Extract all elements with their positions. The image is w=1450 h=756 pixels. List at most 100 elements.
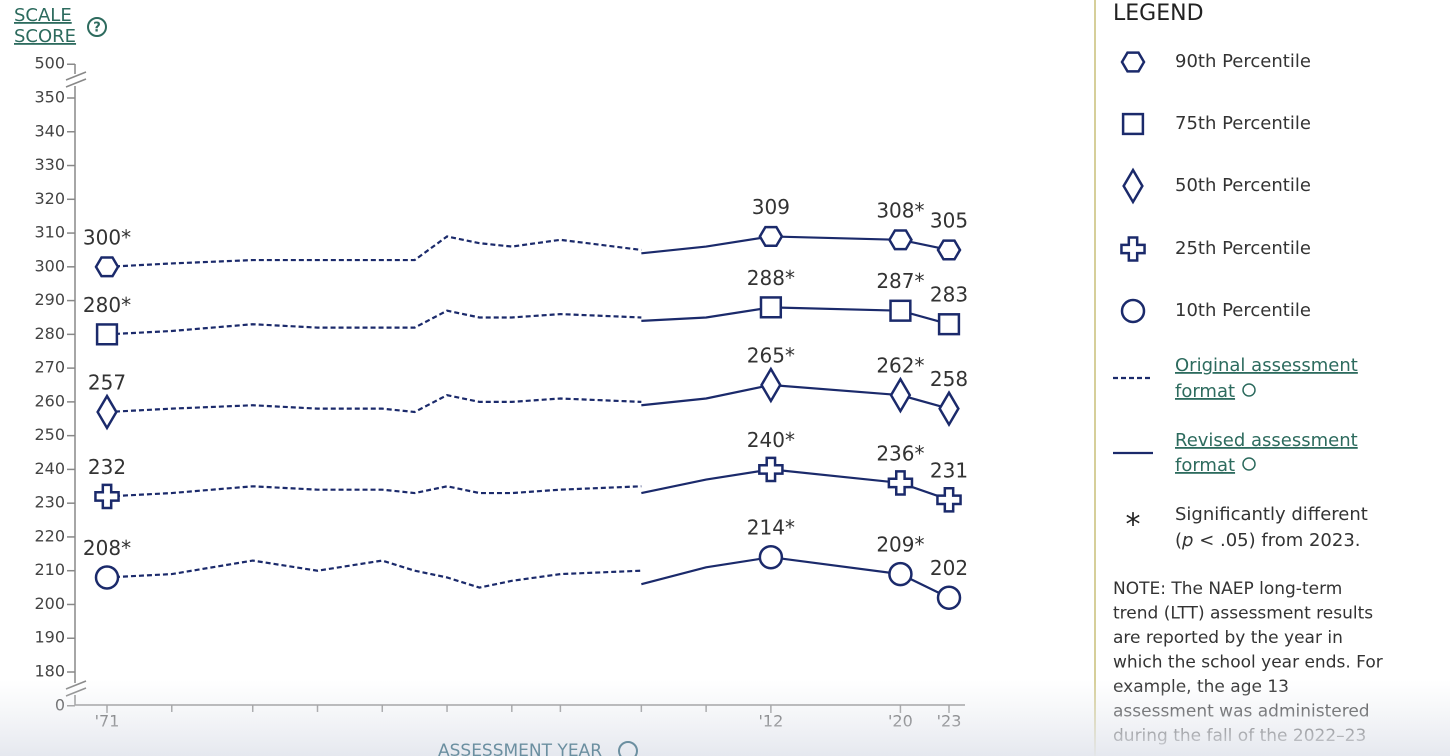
data-label: 232: [88, 455, 126, 479]
marker-hexagon: [887, 229, 913, 251]
y-tick-label: 310: [34, 223, 65, 242]
x-tick-label: '71: [95, 712, 120, 731]
marker-square: [889, 299, 912, 322]
data-label: 214*: [747, 516, 795, 540]
marker-plus: [936, 487, 962, 513]
legend-label-part: < .05) from 2023.: [1193, 530, 1360, 551]
y-tick-label: 180: [34, 662, 65, 681]
marker-circle: [936, 585, 962, 610]
data-label: 202: [930, 556, 968, 580]
note-line: which the school year ends. For: [1113, 653, 1383, 673]
marker-hexagon: [758, 225, 784, 248]
help-icon-glyph: ?: [93, 21, 101, 36]
y-tick-label: 320: [34, 189, 65, 208]
legend-label: 90th Percentile: [1175, 51, 1311, 72]
note-line: trend (LTT) assessment results: [1113, 604, 1373, 624]
plot: 0 180 190 200 210 220 230 240 250 260 270 280 290 300…: [34, 54, 968, 731]
y-tick-label: 260: [34, 391, 65, 410]
legend-label-part: (: [1175, 530, 1182, 551]
y-tick-label: 210: [34, 560, 65, 579]
data-label: 280*: [83, 293, 131, 317]
help-icon: [1242, 383, 1256, 397]
y-tick-label: 220: [34, 526, 65, 545]
help-icon[interactable]: [618, 741, 638, 756]
legend-link[interactable]: Revised assessment: [1175, 430, 1358, 451]
legend-label: 10th Percentile: [1175, 300, 1311, 321]
data-label: 309: [752, 195, 790, 219]
original-format-line: [106, 485, 642, 498]
marker-diamond: [96, 393, 118, 431]
legend-label: 25th Percentile: [1175, 238, 1311, 259]
note-line: example, the age 13: [1113, 677, 1289, 697]
data-label: 283: [930, 283, 968, 307]
legend-label: 75th Percentile: [1175, 113, 1311, 134]
data-label: 305: [930, 208, 968, 232]
x-tick-label: '12: [759, 712, 784, 731]
original-format-line: [106, 309, 642, 336]
note-line: are reported by the year in: [1113, 628, 1343, 648]
legend-marker: [1122, 167, 1144, 205]
marker-plus: [758, 456, 784, 483]
marker-circle: [758, 544, 784, 570]
y-tick-label: 240: [34, 459, 65, 478]
marker-square: [759, 296, 783, 319]
marker-hexagon: [94, 256, 120, 278]
data-label: 209*: [876, 533, 924, 557]
y-tick-label: 200: [34, 594, 65, 613]
x-axis-label: ASSESSMENT YEAR: [438, 741, 602, 756]
note-line: NOTE: The NAEP long-term: [1113, 579, 1342, 599]
y-tick-label: 500: [34, 54, 65, 73]
y-axis-label[interactable]: SCORE: [14, 26, 76, 47]
y-tick-label: 270: [34, 358, 65, 377]
marker-plus: [94, 483, 120, 510]
y-tick-label: 250: [34, 425, 65, 444]
marker-hexagon: [936, 239, 962, 261]
legend-label-part: p: [1181, 530, 1193, 551]
data-label: 240*: [747, 428, 795, 452]
marker-plus: [887, 470, 914, 496]
y-tick-label: 350: [34, 88, 65, 107]
marker-square: [937, 313, 961, 336]
legend-link[interactable]: Original assessment: [1175, 355, 1358, 376]
legend-marker: [1120, 298, 1146, 324]
data-label: 265*: [747, 344, 795, 368]
legend-link[interactable]: format: [1175, 381, 1235, 402]
y-tick-label: 190: [34, 628, 65, 647]
legend-label: (p < .05) from 2023.: [1175, 530, 1361, 551]
data-label: 262*: [876, 354, 924, 378]
x-tick-label: '20: [888, 712, 913, 731]
y-tick-label: 230: [34, 493, 65, 512]
data-label: 287*: [876, 269, 924, 293]
legend-title: LEGEND: [1113, 1, 1204, 26]
marker-circle: [94, 565, 120, 590]
legend-marker: [1120, 51, 1146, 73]
legend-link[interactable]: format: [1175, 455, 1235, 476]
marker-circle: [888, 561, 913, 587]
legend-marker: [1120, 236, 1146, 262]
marker-diamond: [938, 390, 960, 428]
legend-label: Significantly different: [1175, 504, 1368, 525]
y-tick-label: 300: [34, 256, 65, 275]
marker-diamond: [760, 366, 782, 404]
help-icon[interactable]: [87, 17, 107, 37]
y-tick-label: 0: [55, 695, 65, 714]
marker-square: [95, 323, 119, 346]
y-tick-label: 330: [34, 155, 65, 174]
y-tick-label: 340: [34, 121, 65, 140]
data-label: 208*: [83, 536, 131, 560]
note-line: assessment was administered: [1113, 702, 1370, 722]
help-icon: [1242, 457, 1256, 471]
legend-marker: [1121, 112, 1145, 136]
note-line: during the fall of the 2022–23: [1113, 726, 1366, 746]
data-label: 231: [930, 458, 968, 482]
y-axis-label[interactable]: SCALE: [14, 5, 72, 26]
legend-label: 50th Percentile: [1175, 175, 1311, 196]
x-tick-label: '23: [937, 712, 962, 731]
data-label: 300*: [83, 225, 131, 249]
original-format-line: [106, 235, 642, 268]
data-label: 236*: [876, 441, 924, 465]
y-tick-label: 280: [34, 324, 65, 343]
y-tick-label: 290: [34, 290, 65, 309]
data-label: 258: [930, 367, 968, 391]
